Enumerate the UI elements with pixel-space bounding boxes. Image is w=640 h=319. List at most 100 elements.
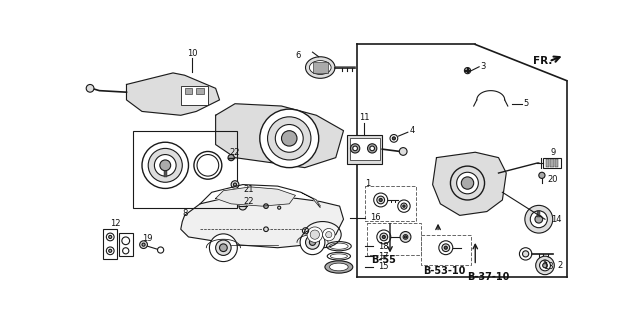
Text: 1: 1 (365, 179, 371, 188)
Circle shape (142, 243, 145, 246)
Circle shape (451, 166, 484, 200)
Text: 13: 13 (543, 262, 554, 271)
Polygon shape (127, 73, 220, 115)
Circle shape (109, 235, 112, 239)
Circle shape (309, 239, 316, 245)
Text: 6: 6 (296, 51, 301, 61)
Bar (349, 138, 380, 160)
Text: 3: 3 (480, 62, 486, 71)
Bar (544, 260, 546, 264)
Bar (543, 158, 561, 168)
Text: 19: 19 (142, 234, 153, 243)
Text: 22: 22 (244, 197, 254, 206)
Bar (555, 159, 558, 167)
Bar (348, 135, 382, 164)
Circle shape (370, 146, 374, 151)
Text: B-53-10: B-53-10 (423, 266, 466, 276)
Text: B-37-10: B-37-10 (467, 272, 510, 282)
Circle shape (260, 109, 319, 168)
Bar (550, 159, 554, 167)
Circle shape (234, 183, 237, 186)
Circle shape (539, 172, 545, 178)
Circle shape (522, 251, 529, 257)
Circle shape (275, 124, 303, 152)
Circle shape (367, 144, 377, 153)
Circle shape (379, 198, 382, 202)
Ellipse shape (325, 261, 353, 273)
Polygon shape (301, 192, 320, 208)
Polygon shape (216, 104, 344, 168)
Circle shape (457, 172, 478, 194)
Circle shape (536, 256, 554, 275)
Text: 2: 2 (558, 261, 563, 270)
Circle shape (351, 144, 360, 153)
Circle shape (323, 228, 335, 241)
Circle shape (403, 205, 405, 207)
Circle shape (228, 154, 234, 161)
Bar (367, 223, 421, 256)
Circle shape (300, 230, 325, 255)
Text: 18: 18 (378, 242, 388, 251)
Ellipse shape (304, 221, 341, 248)
Circle shape (154, 154, 176, 176)
Circle shape (268, 117, 311, 160)
Text: 4: 4 (410, 126, 415, 135)
Bar (312, 62, 328, 73)
Ellipse shape (309, 61, 331, 74)
Circle shape (540, 260, 550, 271)
Circle shape (160, 160, 171, 171)
Bar (546, 159, 549, 167)
Bar (196, 88, 204, 94)
Circle shape (465, 68, 470, 74)
Bar (184, 88, 193, 94)
Circle shape (380, 233, 388, 241)
Text: 9: 9 (550, 148, 556, 157)
Circle shape (278, 206, 281, 209)
Circle shape (310, 230, 319, 239)
Text: 17: 17 (378, 252, 388, 261)
Text: 10: 10 (187, 49, 198, 58)
Text: 15: 15 (378, 263, 388, 271)
Circle shape (400, 232, 411, 242)
Ellipse shape (330, 263, 348, 271)
Circle shape (264, 204, 268, 208)
Polygon shape (216, 187, 296, 206)
Text: B-55: B-55 (371, 255, 396, 265)
Circle shape (307, 227, 323, 242)
Circle shape (220, 244, 227, 252)
Text: 16: 16 (370, 213, 380, 222)
Circle shape (401, 203, 407, 209)
Circle shape (86, 85, 94, 92)
Bar (537, 211, 540, 217)
Circle shape (148, 148, 182, 182)
Circle shape (382, 235, 385, 239)
Circle shape (142, 142, 189, 189)
Circle shape (305, 235, 319, 249)
Polygon shape (433, 152, 506, 215)
Circle shape (404, 236, 406, 238)
Circle shape (209, 234, 237, 262)
Circle shape (216, 240, 231, 256)
Text: 5: 5 (524, 99, 529, 108)
Polygon shape (180, 196, 344, 248)
Circle shape (282, 131, 297, 146)
Circle shape (353, 146, 358, 151)
Text: 22: 22 (230, 148, 240, 157)
Circle shape (543, 263, 547, 268)
Circle shape (525, 205, 553, 233)
Bar (103, 229, 117, 258)
Circle shape (442, 244, 450, 252)
Circle shape (140, 241, 147, 249)
Bar (132, 131, 237, 208)
Circle shape (392, 137, 396, 140)
Bar (180, 86, 208, 105)
Text: 11: 11 (359, 113, 370, 122)
Bar (119, 233, 132, 256)
Circle shape (461, 177, 474, 189)
Circle shape (326, 232, 332, 238)
Text: 14: 14 (550, 215, 561, 224)
Circle shape (239, 202, 246, 210)
Circle shape (231, 181, 239, 189)
Text: 12: 12 (109, 219, 120, 227)
Circle shape (109, 249, 112, 252)
